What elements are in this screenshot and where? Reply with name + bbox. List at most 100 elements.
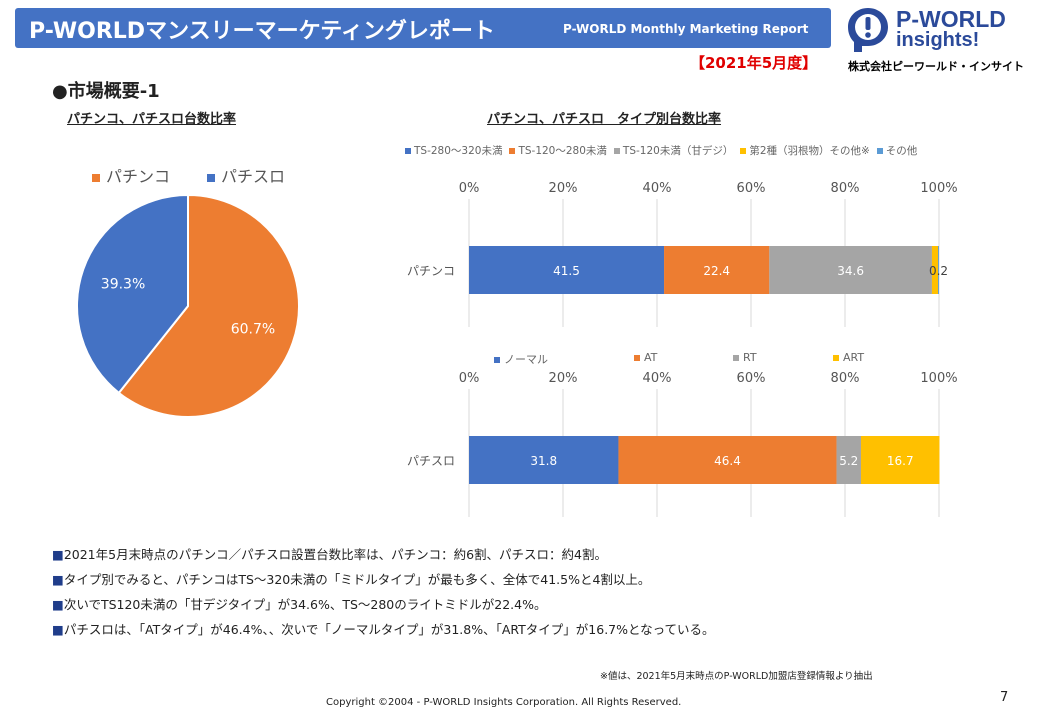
pie-chart: 60.7% 39.3%	[76, 193, 300, 418]
note-text: パチスロは、「ATタイプ」が46.4%、、次いで「ノーマルタイプ」が31.8%、…	[63, 622, 715, 637]
legend-label: ノーマル	[504, 353, 548, 366]
legend-item: 第2種（羽根物）その他※	[740, 145, 870, 157]
legend-item: ART	[833, 351, 864, 364]
legend-item: TS-280～320未満	[405, 145, 502, 157]
bullet-square-icon: ■	[52, 547, 64, 562]
note-text: 次いでTS120未満の「甘デジタイプ」が34.6%、TS～280のライトミドルが…	[63, 597, 547, 612]
legend-label: その他	[885, 145, 918, 157]
note-text: タイプ別でみると、パチンコはTS～320未満の「ミドルタイプ」が最も多く、全体で…	[63, 572, 651, 587]
source-note: ※値は、2021年5月末時点のP-WORLD加盟店登録情報より抽出	[600, 671, 873, 682]
logo-text-line1: P-WORLD	[896, 6, 1006, 32]
bar-segment	[469, 246, 665, 294]
legend-label: RT	[743, 351, 757, 364]
pachislot-stacked-bar-chart: 0% 20% 40% 60% 80% 100% パチスロ 31.8 46.4 5.2 16.7	[407, 371, 958, 517]
legend-swatch	[207, 173, 215, 182]
bar-segment	[469, 436, 619, 484]
summary-notes: ■2021年5月末時点のパチンコ／パチスロ設置台数比率は、パチンコ：約6割、パチ…	[52, 542, 715, 642]
pachinko-stacked-bar-chart: 0% 20% 40% 60% 80% 100% パチンコ 41.5 22.4 34.6 0.2	[407, 181, 958, 327]
company-logo: P-WORLD insights!	[846, 6, 1026, 56]
report-period: 【2021年5月度】	[690, 54, 818, 72]
note-text: 2021年5月末時点のパチンコ／パチスロ設置台数比率は、パチンコ：約6割、パチス…	[63, 547, 607, 562]
legend-label: TS-120未満（甘デジ）	[622, 145, 734, 157]
legend-label: パチンコ	[106, 167, 171, 186]
logo-mark-icon	[848, 8, 888, 52]
x-tick-label: 100%	[920, 371, 957, 386]
legend-item: TS-120～280未満	[509, 145, 607, 157]
x-tick-label: 20%	[549, 181, 578, 196]
note-line: ■タイプ別でみると、パチンコはTS～320未満の「ミドルタイプ」が最も多く、全体…	[52, 567, 715, 592]
x-tick-label: 60%	[737, 371, 766, 386]
category-label: パチスロ	[407, 454, 455, 468]
page-number: 7	[1000, 690, 1009, 705]
pie-data-label: 60.7%	[231, 322, 275, 338]
bar-data-label: 16.7	[887, 454, 914, 468]
legend-item: その他	[876, 145, 918, 157]
logo-text-line2: insights!	[896, 29, 980, 51]
report-subtitle: P-WORLD Monthly Marketing Report	[563, 22, 809, 36]
section-title: ●市場概要-1	[52, 81, 160, 102]
legend-item: TS-120未満（甘デジ）	[613, 145, 734, 157]
legend-item: RT	[733, 351, 757, 364]
legend-label: パチスロ	[221, 167, 286, 186]
legend-swatch	[733, 355, 739, 361]
legend-label: AT	[644, 351, 658, 364]
x-tick-label: 0%	[459, 181, 480, 196]
legend-swatch	[509, 148, 516, 154]
legend-label: ART	[843, 351, 865, 364]
bar-segment	[769, 246, 932, 294]
bar-data-label: 34.6	[837, 264, 864, 278]
legend-swatch	[613, 148, 620, 154]
legend-swatch	[494, 357, 500, 363]
x-tick-label: 80%	[831, 181, 860, 196]
legend-swatch	[740, 148, 747, 154]
bar-data-label: 0.2	[929, 264, 948, 278]
copyright: Copyright ©2004 - P-WORLD Insights Corpo…	[326, 697, 682, 708]
bullet-square-icon: ■	[52, 622, 64, 637]
bar-data-label: 22.4	[703, 264, 730, 278]
note-line: ■次いでTS120未満の「甘デジタイプ」が34.6%、TS～280のライトミドル…	[52, 592, 715, 617]
pie-data-label: 39.3%	[101, 276, 145, 292]
x-tick-label: 20%	[549, 371, 578, 386]
x-tick-label: 60%	[737, 181, 766, 196]
x-tick-label: 80%	[831, 371, 860, 386]
bar-data-label: 41.5	[553, 264, 580, 278]
bar-segment	[931, 246, 939, 294]
legend-swatch	[405, 148, 411, 154]
bullet-square-icon: ■	[52, 597, 64, 612]
pie-legend-item-pachinko: パチンコ	[92, 163, 170, 187]
bar-segment	[938, 246, 939, 294]
x-tick-label: 40%	[643, 371, 672, 386]
bar-data-label: 5.2	[839, 454, 858, 468]
legend-swatch	[876, 148, 883, 154]
bar-data-label: 46.4	[714, 454, 741, 468]
bullet-square-icon: ■	[52, 572, 64, 587]
legend-swatch	[833, 355, 839, 361]
bar-data-label: 31.8	[530, 454, 557, 468]
legend-item: ノーマル	[494, 351, 548, 367]
report-title: P-WORLDマンスリーマーケティングレポート	[29, 19, 495, 44]
pie-chart-title: パチンコ、パチスロ台数比率	[67, 112, 237, 127]
legend-item: AT	[634, 351, 657, 364]
company-name: 株式会社ピーワールド・インサイト	[848, 60, 1024, 73]
note-line: ■パチスロは、「ATタイプ」が46.4%、、次いで「ノーマルタイプ」が31.8%…	[52, 617, 715, 642]
pachinko-bar-legend: TS-280～320未満 TS-120～280未満 TS-120未満（甘デジ） 第2種…	[405, 143, 924, 158]
bar-segment	[664, 246, 770, 294]
bar-segment	[860, 436, 940, 484]
x-tick-label: 0%	[459, 371, 480, 386]
bar-chart-title: パチンコ、パチスロ タイプ別台数比率	[487, 112, 722, 127]
header-banner: P-WORLDマンスリーマーケティングレポート P-WORLD Monthly …	[15, 8, 831, 48]
pie-slice	[117, 193, 300, 418]
x-tick-label: 100%	[920, 181, 957, 196]
pie-legend-item-pachislot: パチスロ	[207, 163, 285, 187]
note-line: ■2021年5月末時点のパチンコ／パチスロ設置台数比率は、パチンコ：約6割、パチ…	[52, 542, 715, 567]
legend-label: TS-120～280未満	[518, 145, 607, 157]
pie-slice	[76, 193, 189, 395]
legend-swatch	[92, 173, 100, 182]
x-tick-label: 40%	[643, 181, 672, 196]
bar-segment	[836, 436, 861, 484]
legend-label: TS-280～320未満	[414, 145, 503, 157]
bar-segment	[618, 436, 837, 484]
legend-swatch	[634, 355, 640, 361]
legend-label: 第2種（羽根物）その他※	[749, 145, 870, 157]
category-label: パチンコ	[407, 264, 455, 278]
